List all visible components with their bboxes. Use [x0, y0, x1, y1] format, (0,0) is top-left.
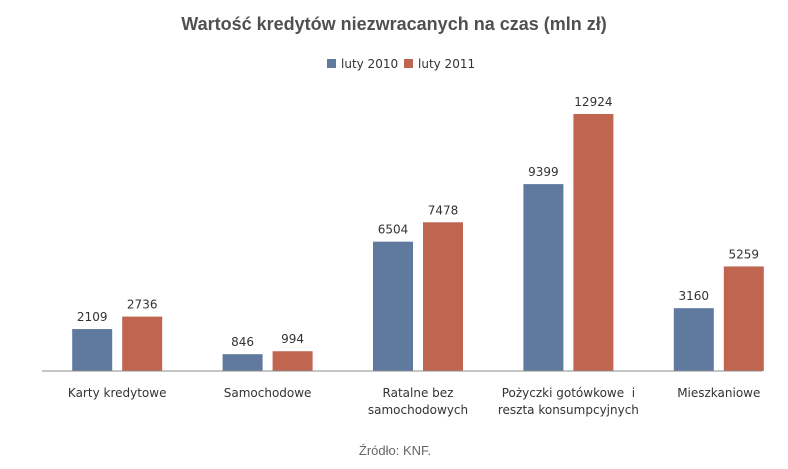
legend-swatch-2 [404, 59, 413, 68]
bar-series1-cat4 [523, 184, 564, 371]
value-label-series1-cat1: 2109 [77, 310, 108, 324]
category-label-3-line-1: Ratalne bez [383, 386, 454, 400]
value-label-series1-cat5: 3160 [679, 289, 710, 303]
bar-series2-cat1 [122, 316, 163, 371]
bar-series1-cat5 [673, 308, 714, 371]
bar-series2-cat5 [723, 266, 764, 371]
legend-label-1: luty 2010 [341, 57, 398, 71]
bars-group [72, 114, 764, 371]
value-label-series2-cat3: 7478 [428, 203, 459, 217]
bar-series1-cat3 [373, 241, 413, 371]
category-label-4-line-1: Pożyczki gotówkowe i [502, 386, 635, 400]
value-label-series1-cat3: 6504 [378, 223, 409, 237]
value-label-series2-cat1: 2736 [127, 298, 158, 312]
value-label-series1-cat2: 846 [231, 335, 254, 349]
legend: luty 2010 luty 2011 [327, 57, 475, 71]
value-label-series1-cat4: 9399 [528, 165, 559, 179]
value-label-series2-cat5: 5259 [729, 247, 760, 261]
category-label-5-line-1: Mieszkaniowe [677, 386, 760, 400]
bar-series1-cat1 [72, 329, 113, 371]
bar-series2-cat3 [423, 222, 463, 371]
value-labels-group: 2109 2736 846 994 6504 7478 9399 12924 3160 5259 [77, 95, 759, 349]
bar-series2-cat4 [573, 114, 614, 371]
bar-series2-cat2 [272, 351, 313, 371]
category-labels-group: Karty kredytowe Samochodowe Ratalne bez sam… [68, 386, 760, 417]
category-label-3-line-2: samochodowych [368, 403, 468, 417]
category-label-2-line-1: Samochodowe [224, 386, 312, 400]
category-label-1-line-1: Karty kredytowe [68, 386, 167, 400]
value-label-series2-cat4: 12924 [574, 95, 612, 109]
category-label-4-line-2: reszta konsumpcyjnych [498, 403, 639, 417]
source-note: Źródło: KNF. [359, 443, 431, 458]
value-label-series2-cat2: 994 [281, 332, 304, 346]
chart-title: Wartość kredytów niezwracanych na czas (… [181, 14, 606, 34]
legend-swatch-1 [327, 59, 336, 68]
bar-series1-cat2 [222, 354, 263, 371]
legend-label-2: luty 2011 [418, 57, 475, 71]
